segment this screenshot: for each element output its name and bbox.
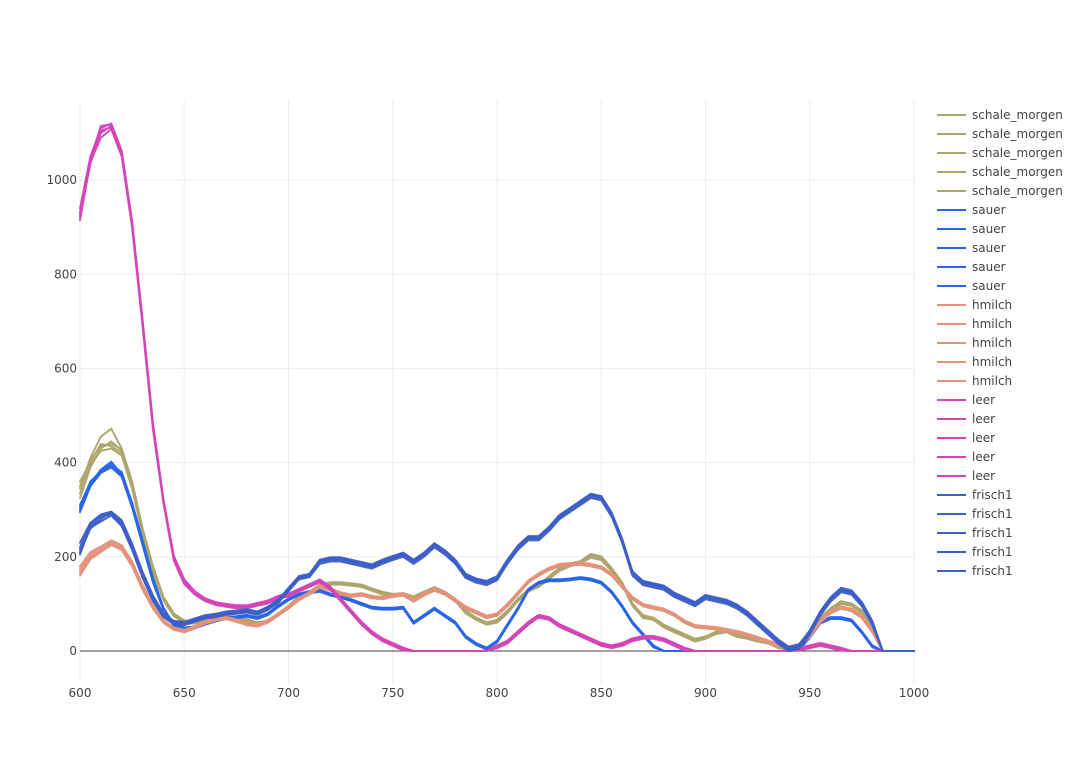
legend-label: schale_morgen [972,146,1063,160]
series-lines[interactable] [79,122,915,652]
legend-label: frisch1 [972,564,1013,578]
legend-label: frisch1 [972,488,1013,502]
legend-item-leer[interactable]: leer [937,469,995,483]
axis-ticks: 600 650 700 750 800 850 900 950 1000 0 200 400 600 80… [46,173,929,700]
legend-label: hmilch [972,336,1012,350]
gridlines [79,100,915,684]
legend-item-schale_morgen[interactable]: schale_morgen [937,165,1063,179]
legend-item-leer[interactable]: leer [937,431,995,445]
legend-item-sauer[interactable]: sauer [937,241,1006,255]
legend-item-leer[interactable]: leer [937,450,995,464]
legend-label: sauer [972,260,1006,274]
legend-item-schale_morgen[interactable]: schale_morgen [937,127,1063,141]
legend-label: leer [972,469,995,483]
legend-label: hmilch [972,317,1012,331]
legend-item-hmilch[interactable]: hmilch [937,374,1012,388]
series-line-frisch1[interactable] [79,492,915,652]
series-line-hmilch[interactable] [79,539,915,652]
legend-item-sauer[interactable]: sauer [937,203,1006,217]
legend-item-frisch1[interactable]: frisch1 [937,564,1013,578]
legend-label: sauer [972,241,1006,255]
legend-item-hmilch[interactable]: hmilch [937,355,1012,369]
legend-label: hmilch [972,374,1012,388]
legend-label: frisch1 [972,526,1013,540]
legend-item-leer[interactable]: leer [937,393,995,407]
x-tick-label: 950 [798,686,821,700]
series-line-leer[interactable] [79,124,915,652]
y-tick-label: 600 [54,361,77,375]
x-tick-label: 900 [694,686,717,700]
y-tick-label: 400 [54,456,77,470]
legend-item-frisch1[interactable]: frisch1 [937,526,1013,540]
series-line-hmilch[interactable] [79,543,915,652]
legend-label: leer [972,450,995,464]
legend[interactable]: schale_morgenschale_morgenschale_morgens… [937,108,1063,578]
series-line-frisch1[interactable] [79,497,915,652]
legend-label: sauer [972,203,1006,217]
legend-label: frisch1 [972,545,1013,559]
y-tick-label: 800 [54,267,77,281]
legend-item-sauer[interactable]: sauer [937,222,1006,236]
legend-item-frisch1[interactable]: frisch1 [937,488,1013,502]
legend-label: schale_morgen [972,184,1063,198]
legend-item-schale_morgen[interactable]: schale_morgen [937,184,1063,198]
legend-item-sauer[interactable]: sauer [937,279,1006,293]
x-tick-label: 650 [173,686,196,700]
legend-item-hmilch[interactable]: hmilch [937,298,1012,312]
legend-label: sauer [972,279,1006,293]
legend-item-frisch1[interactable]: frisch1 [937,545,1013,559]
y-tick-label: 200 [54,550,77,564]
legend-item-sauer[interactable]: sauer [937,260,1006,274]
legend-label: schale_morgen [972,127,1063,141]
legend-item-schale_morgen[interactable]: schale_morgen [937,146,1063,160]
legend-label: leer [972,431,995,445]
legend-item-schale_morgen[interactable]: schale_morgen [937,108,1063,122]
legend-item-hmilch[interactable]: hmilch [937,317,1012,331]
legend-label: schale_morgen [972,165,1063,179]
legend-item-hmilch[interactable]: hmilch [937,336,1012,350]
legend-label: hmilch [972,355,1012,369]
x-tick-label: 600 [69,686,92,700]
x-tick-label: 700 [277,686,300,700]
legend-item-frisch1[interactable]: frisch1 [937,507,1013,521]
x-tick-label: 1000 [899,686,930,700]
legend-label: sauer [972,222,1006,236]
x-tick-label: 850 [590,686,613,700]
legend-item-leer[interactable]: leer [937,412,995,426]
legend-label: leer [972,393,995,407]
y-tick-label: 1000 [46,173,77,187]
x-tick-label: 800 [486,686,509,700]
legend-label: leer [972,412,995,426]
x-tick-label: 750 [381,686,404,700]
legend-label: hmilch [972,298,1012,312]
y-tick-label: 0 [69,644,77,658]
legend-label: schale_morgen [972,108,1063,122]
legend-label: frisch1 [972,507,1013,521]
